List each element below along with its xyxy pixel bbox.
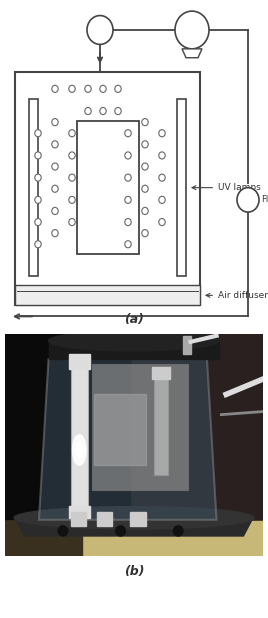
Text: FM: FM [241,195,255,205]
Circle shape [52,208,58,214]
Circle shape [35,152,41,159]
Circle shape [69,197,75,203]
Circle shape [69,130,75,137]
Circle shape [125,174,131,181]
Circle shape [142,230,148,237]
Circle shape [69,85,75,92]
Circle shape [125,152,131,159]
Circle shape [52,85,58,92]
Bar [94,394,147,465]
Text: PC: PC [93,25,107,35]
Bar [130,512,146,526]
Text: Air diffuser: Air diffuser [206,291,268,300]
Circle shape [69,219,75,226]
Circle shape [87,15,113,44]
Circle shape [52,163,58,170]
Bar [183,336,191,354]
Ellipse shape [75,442,83,458]
Circle shape [35,174,41,181]
Polygon shape [15,518,253,536]
Circle shape [142,208,148,214]
Bar [177,99,186,276]
Circle shape [173,526,183,536]
Text: Flowme: Flowme [261,195,268,205]
Circle shape [159,130,165,137]
Bar [29,99,38,276]
Circle shape [52,119,58,125]
Bar [154,374,168,475]
Bar [5,334,130,556]
Circle shape [52,141,58,148]
Circle shape [142,141,148,148]
Text: Membrane: Membrane [103,164,112,212]
Circle shape [35,241,41,248]
Circle shape [58,526,68,536]
Circle shape [125,130,131,137]
Ellipse shape [49,331,219,351]
Circle shape [125,241,131,248]
Circle shape [159,197,165,203]
Bar [69,354,90,369]
Circle shape [142,119,148,125]
Bar [76,121,139,254]
Circle shape [35,130,41,137]
Ellipse shape [14,507,254,529]
Bar [152,367,170,379]
Bar [130,334,263,526]
Circle shape [35,219,41,226]
Circle shape [237,188,259,212]
Circle shape [85,85,91,92]
Circle shape [116,526,125,536]
Circle shape [52,230,58,237]
Circle shape [175,11,209,49]
Text: (b): (b) [124,565,144,578]
Bar [5,521,263,556]
Circle shape [100,85,106,92]
Polygon shape [182,49,202,57]
Text: (a): (a) [124,313,144,326]
Circle shape [85,108,91,114]
Circle shape [125,219,131,226]
Circle shape [100,108,106,114]
Circle shape [69,174,75,181]
Bar [92,364,188,491]
Bar [5,521,82,556]
Bar [15,286,200,305]
Bar [71,512,86,526]
Circle shape [115,85,121,92]
Bar [71,364,88,510]
Ellipse shape [73,435,86,465]
Circle shape [35,197,41,203]
Circle shape [159,219,165,226]
Text: UV lamps: UV lamps [192,183,261,192]
Bar [69,506,90,518]
Bar [96,512,112,526]
Circle shape [142,163,148,170]
Circle shape [52,185,58,192]
Bar [15,72,200,305]
Circle shape [69,152,75,159]
Circle shape [115,108,121,114]
Circle shape [159,174,165,181]
Bar [49,341,219,359]
Circle shape [159,152,165,159]
Circle shape [142,185,148,192]
Polygon shape [39,359,217,520]
Circle shape [125,197,131,203]
